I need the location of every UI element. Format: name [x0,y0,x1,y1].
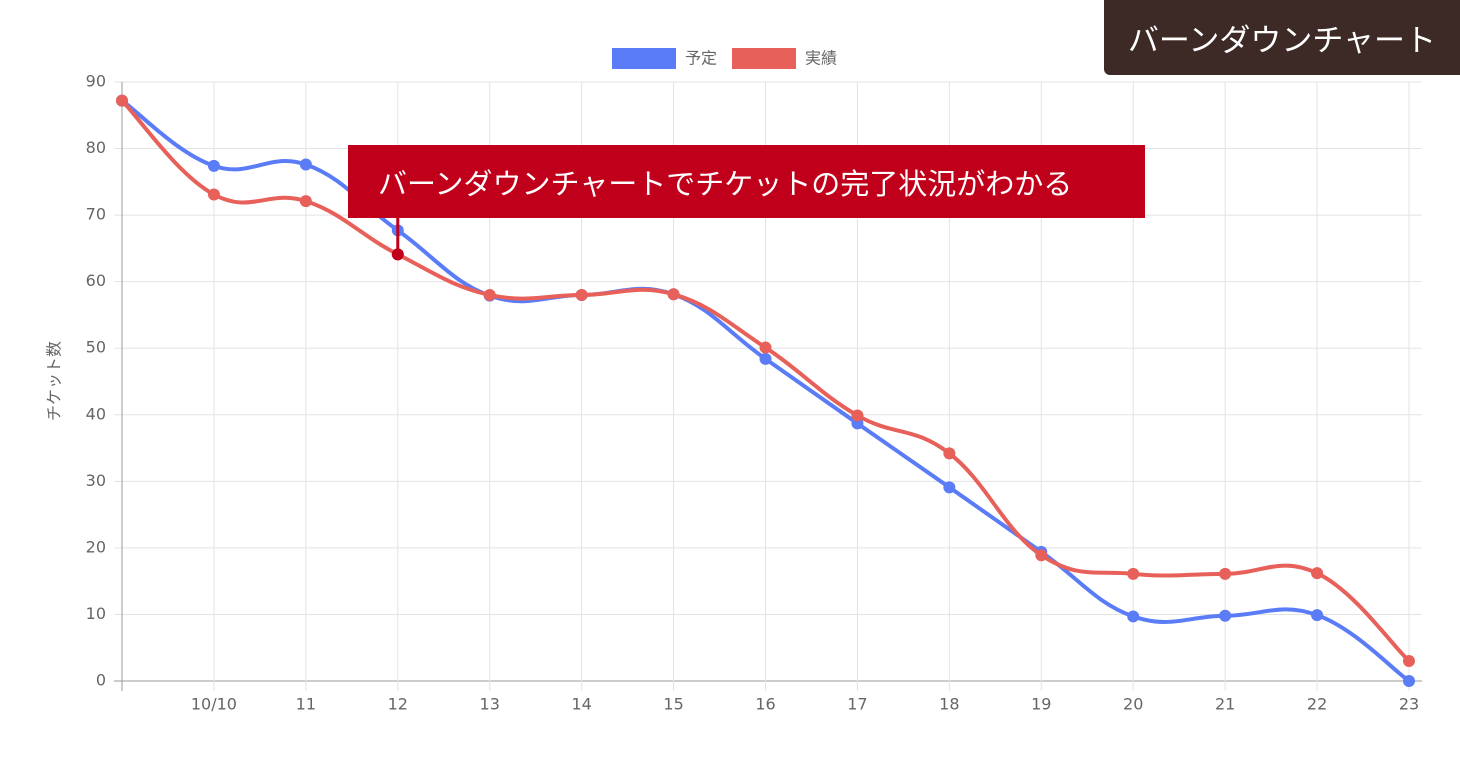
data-point [1127,610,1140,623]
annotation-dot [391,248,404,261]
data-point [1403,655,1415,668]
data-point [851,409,864,422]
legend-label: 実績 [805,49,837,68]
y-tick-label: 30 [86,471,106,490]
data-point [667,288,680,301]
data-point [299,158,312,171]
y-tick-label: 90 [86,72,106,91]
legend-swatch [732,48,797,69]
data-point [207,159,220,172]
data-point [1035,549,1048,562]
data-point [1311,609,1324,622]
x-tick-label: 10/10 [191,695,237,714]
data-point [759,341,772,354]
y-axis-label: チケット数 [45,341,64,421]
data-point [575,288,588,301]
annotation: バーンダウンチャートでチケットの完了状況がわかる [348,145,1145,218]
data-point [943,481,956,494]
y-tick-label: 80 [86,138,106,157]
header-badge: バーンダウンチャート [1104,0,1460,75]
x-tick-label: 18 [939,695,959,714]
y-tick-label: 50 [86,338,106,357]
x-tick-label: 15 [663,695,683,714]
x-tick-label: 11 [296,695,316,714]
x-tick-label: 21 [1215,695,1235,714]
x-tick-label: 12 [388,695,408,714]
x-tick-label: 13 [480,695,500,714]
data-point [1219,567,1232,580]
y-tick-label: 40 [86,404,106,423]
y-tick-label: 70 [86,205,106,224]
data-point [1403,675,1415,687]
data-point [207,188,220,201]
y-tick-label: 0 [96,671,106,690]
y-tick-label: 10 [86,604,106,623]
x-tick-label: 22 [1307,695,1327,714]
data-point [1311,567,1324,580]
y-tick-label: 60 [86,271,106,290]
data-point [1127,567,1140,580]
x-tick-label: 20 [1123,695,1143,714]
x-tick-label: 16 [755,695,775,714]
x-tick-label: 23 [1399,695,1419,714]
y-tick-label: 20 [86,537,106,556]
data-point [1219,609,1232,622]
data-point [943,447,956,460]
data-point [483,288,496,301]
legend-label: 予定 [685,49,717,68]
x-tick-label: 14 [571,695,591,714]
data-point [759,352,772,365]
x-tick-label: 19 [1031,695,1051,714]
data-point [299,195,312,208]
legend-swatch [612,48,676,69]
x-tick-label: 17 [847,695,867,714]
data-point [116,94,128,107]
